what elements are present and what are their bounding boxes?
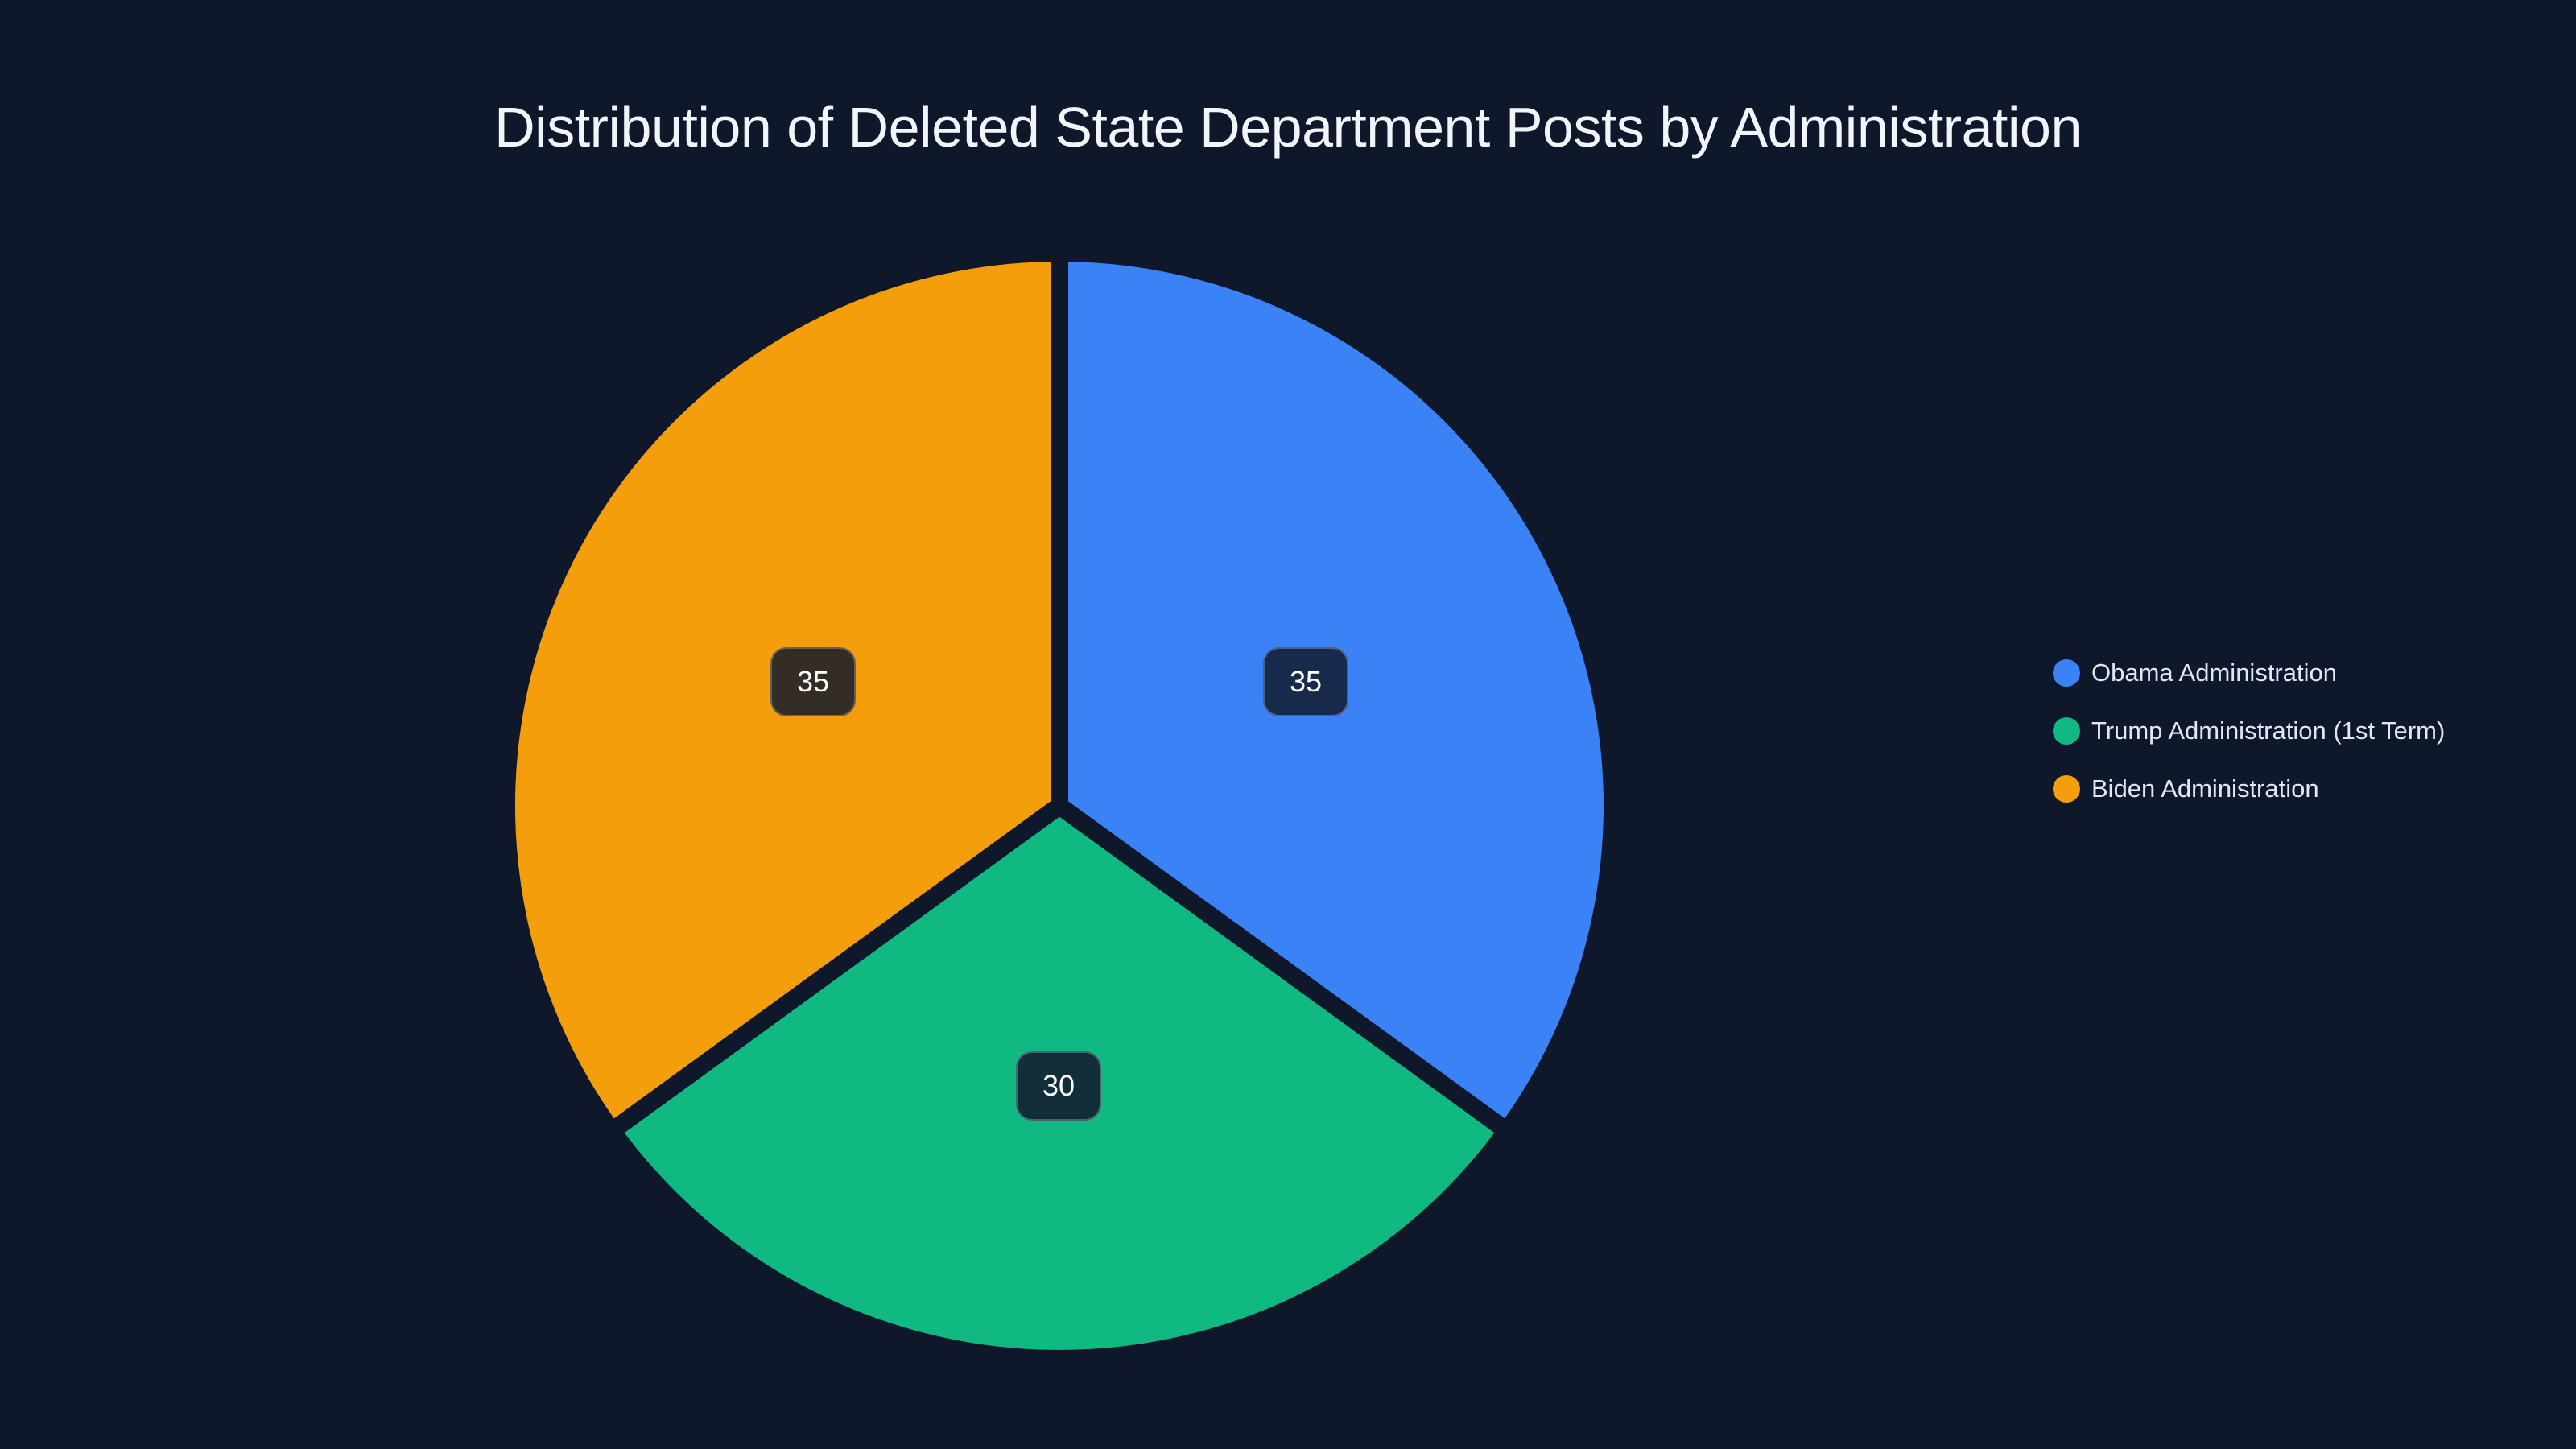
- slice-value: 30: [1042, 1069, 1075, 1102]
- legend-label: Trump Administration (1st Term): [2091, 716, 2446, 745]
- slice-label-trump: 30: [1016, 1051, 1101, 1121]
- legend-item-biden[interactable]: Biden Administration: [2053, 760, 2445, 818]
- legend-label: Biden Administration: [2091, 774, 2319, 803]
- legend-item-trump[interactable]: Trump Administration (1st Term): [2053, 702, 2445, 760]
- slice-value: 35: [796, 665, 830, 698]
- slice-value: 35: [1289, 665, 1323, 698]
- legend-item-obama[interactable]: Obama Administration: [2053, 644, 2445, 702]
- chart-title: Distribution of Deleted State Department…: [494, 96, 2082, 159]
- slice-label-biden: 35: [770, 647, 856, 716]
- legend-marker-icon: [2053, 717, 2080, 745]
- legend-label: Obama Administration: [2091, 658, 2337, 687]
- legend-marker-icon: [2053, 659, 2080, 687]
- legend: Obama Administration Trump Administratio…: [2053, 644, 2445, 818]
- slice-label-obama: 35: [1263, 647, 1348, 716]
- legend-marker-icon: [2053, 775, 2080, 803]
